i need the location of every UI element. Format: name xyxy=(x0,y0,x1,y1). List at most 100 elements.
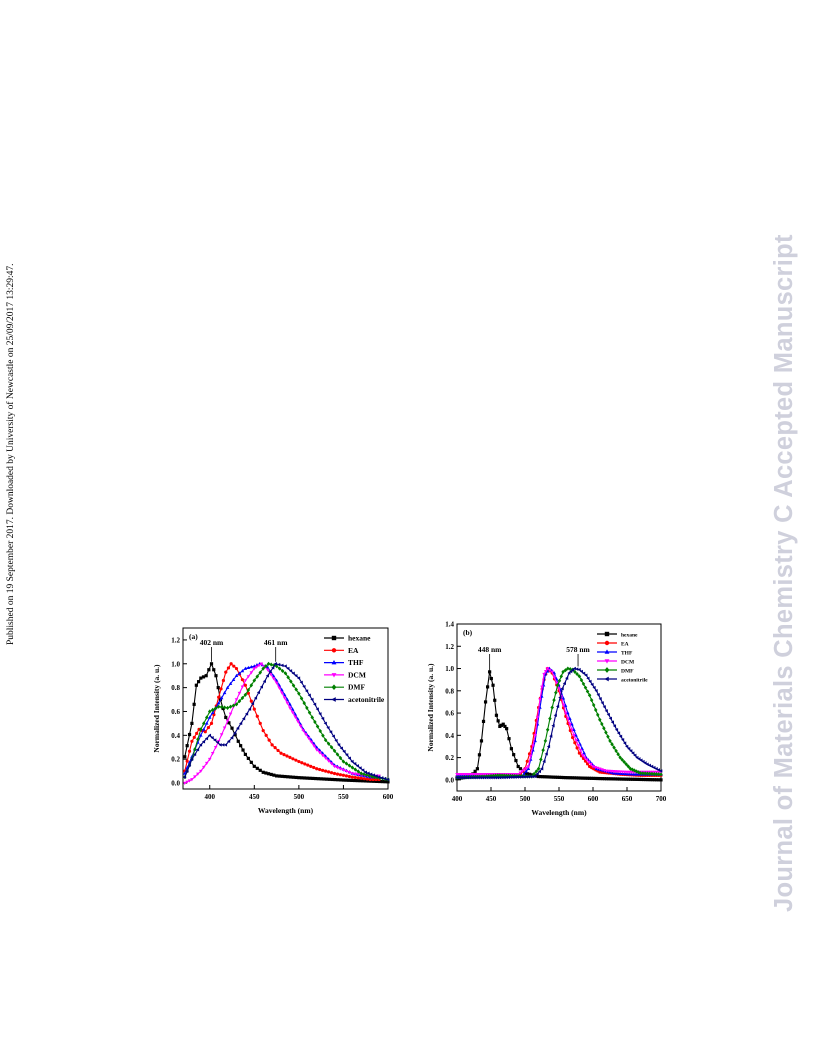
chart-a-point-dmf xyxy=(321,733,325,738)
chart-a-point-acetonitrile xyxy=(195,747,200,752)
chart-a-point-hexane xyxy=(224,715,228,720)
chart-a-point-thf xyxy=(249,665,254,669)
chart-a-point-hexane xyxy=(214,674,218,678)
chart-a-point-dmf xyxy=(277,666,282,671)
chart-a-legend-marker xyxy=(331,697,336,702)
chart-a-point-dmf xyxy=(222,705,227,710)
chart-a-point-acetonitrile xyxy=(283,664,287,668)
chart-a-point-acetonitrile xyxy=(291,671,295,676)
chart-a-point-dmf xyxy=(370,774,374,779)
chart-a-point-hexane xyxy=(190,721,194,726)
chart-a-point-dcm xyxy=(344,769,349,774)
chart-a-point-dmf xyxy=(329,745,334,750)
chart-a-point-hexane xyxy=(313,776,318,781)
chart-a-point-acetonitrile xyxy=(310,697,314,702)
chart-a-point-acetonitrile xyxy=(250,701,255,706)
chart-a-point-thf xyxy=(252,664,257,668)
chart-a-point-acetonitrile xyxy=(358,766,362,770)
chart-a-point-acetonitrile xyxy=(374,774,378,778)
chart-a-point-acetonitrile xyxy=(244,712,249,716)
chart-a-point-ea xyxy=(234,666,239,671)
chart-a-point-hexane xyxy=(347,778,351,782)
chart-a-point-acetonitrile xyxy=(321,716,325,721)
chart-a-point-hexane xyxy=(207,668,211,672)
chart-a-point-ea xyxy=(243,683,247,687)
chart-a-point-ea xyxy=(341,773,346,777)
chart-a-legend-item-hexane: hexane xyxy=(324,634,371,643)
chart-a-point-thf xyxy=(225,685,230,689)
chart-a-point-dcm xyxy=(252,667,257,671)
chart-a-point-ea xyxy=(190,739,194,743)
chart-a-point-dcm xyxy=(183,781,187,785)
chart-a-point-hexane xyxy=(246,756,250,760)
chart-a-point-ea xyxy=(209,721,214,726)
chart-a-legend-label: acetonitrile xyxy=(348,695,385,704)
chart-a-y-tick-label: 1.2 xyxy=(171,636,180,644)
chart-a-point-dmf xyxy=(372,774,377,780)
chart-a-point-thf xyxy=(202,727,206,731)
chart-a-point-dmf xyxy=(272,663,276,668)
chart-a-point-dcm xyxy=(219,733,224,737)
chart-a-point-dcm xyxy=(196,772,200,776)
chart-a-legend-label: THF xyxy=(348,658,364,667)
chart-a-legend-marker xyxy=(331,684,337,691)
chart-a-point-acetonitrile xyxy=(277,662,281,667)
chart-a-point-acetonitrile xyxy=(307,693,311,698)
chart-a-point-acetonitrile xyxy=(268,669,272,674)
chart-a-point-thf xyxy=(222,690,227,695)
chart-a-point-ea xyxy=(229,662,233,666)
chart-a-point-dmf xyxy=(338,755,343,761)
chart-a-point-hexane xyxy=(316,777,320,781)
chart-a-point-dmf xyxy=(291,683,296,688)
chart-a-point-ea xyxy=(359,776,363,780)
chart-a-point-acetonitrile xyxy=(337,743,341,747)
chart-a-point-hexane xyxy=(386,780,390,784)
chart-a-point-dmf xyxy=(313,719,317,725)
chart-a-point-ea xyxy=(246,691,250,695)
chart-a-point-dmf xyxy=(237,699,242,704)
chart-a-point-dcm xyxy=(277,686,282,690)
chart-a-point-hexane xyxy=(308,776,312,780)
chart-a-point-dcm xyxy=(314,748,319,752)
chart-a-point-hexane xyxy=(288,775,293,779)
chart-a-point-acetonitrile xyxy=(185,769,189,773)
chart-a-point-acetonitrile xyxy=(221,743,225,747)
chart-a-point-acetonitrile xyxy=(223,743,228,747)
chart-a-point-ea xyxy=(282,753,286,757)
chart-a-point-acetonitrile xyxy=(273,662,277,666)
chart-a-point-dcm xyxy=(210,751,215,756)
chart-a-point-hexane xyxy=(187,732,192,737)
chart-a-point-dmf xyxy=(359,771,364,776)
chart-a-point-dcm xyxy=(317,751,322,755)
chart-a-legend-marker xyxy=(331,659,337,665)
chart-a-point-dcm xyxy=(288,706,292,710)
chart-a-point-hexane xyxy=(201,675,206,679)
chart-a-point-hexane xyxy=(185,744,189,748)
chart-a-point-hexane xyxy=(294,775,298,780)
chart-a-point-dmf xyxy=(234,702,239,707)
chart-a-point-acetonitrile xyxy=(192,752,197,757)
chart-a-point-dmf xyxy=(261,666,265,671)
chart-a-point-dcm xyxy=(293,715,298,719)
chart-a-point-ea xyxy=(326,770,331,774)
chart-a-series-hexane xyxy=(183,662,390,784)
chart-a-y-tick-label: 0.8 xyxy=(171,684,180,692)
chart-a-point-hexane xyxy=(297,776,301,780)
chart-a-series-acetonitrile xyxy=(182,662,390,782)
chart-a-point-acetonitrile xyxy=(259,685,264,689)
chart-a-point-acetonitrile xyxy=(326,725,330,730)
chart-a-line-acetonitrile xyxy=(184,663,389,781)
chart-a-point-ea xyxy=(252,707,256,711)
chart-a-point-acetonitrile xyxy=(226,739,231,744)
chart-a-point-acetonitrile xyxy=(312,702,317,707)
chart-a-point-hexane xyxy=(204,674,208,678)
chart-a-point-dmf xyxy=(286,675,290,680)
chart-a-point-dmf xyxy=(283,671,288,676)
chart-a-point-ea xyxy=(192,735,196,739)
chart-a-point-dmf xyxy=(350,765,355,770)
chart-a-y-tick-label: 0.6 xyxy=(171,708,180,716)
chart-a-point-dmf xyxy=(228,704,233,709)
chart-a-point-ea xyxy=(185,759,189,763)
chart-a-point-ea xyxy=(318,767,322,772)
